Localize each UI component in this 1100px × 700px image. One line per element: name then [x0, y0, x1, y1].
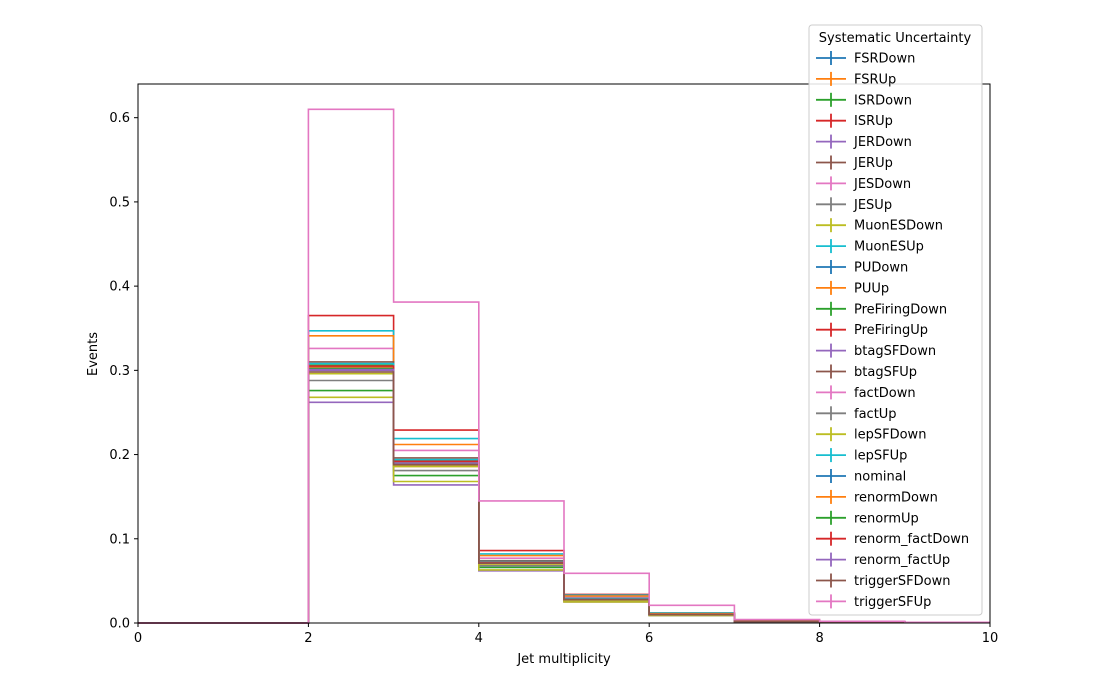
legend-label: nominal — [854, 470, 906, 485]
legend-item-factUp: factUp — [816, 406, 897, 422]
legend-item-renormUp: renormUp — [816, 510, 919, 526]
legend-item-FSRDown: FSRDown — [816, 51, 915, 67]
legend-item-lepSFDown: lepSFDown — [816, 427, 926, 443]
x-tick-label: 8 — [815, 631, 823, 646]
legend-item-JERDown: JERDown — [816, 134, 912, 150]
legend-label: lepSFDown — [854, 428, 926, 443]
legend-box — [808, 24, 983, 616]
x-tick-label: 2 — [304, 631, 312, 646]
y-tick-label: 0.0 — [109, 617, 130, 632]
legend-label: PreFiringUp — [854, 323, 928, 338]
legend-item-PreFiringUp: PreFiringUp — [816, 322, 928, 338]
legend-item-MuonESDown: MuonESDown — [816, 218, 943, 234]
legend-label: FSRUp — [854, 72, 896, 87]
legend-item-JESDown: JESDown — [816, 176, 911, 192]
legend-label: JERDown — [853, 135, 912, 150]
legend-item-JERUp: JERUp — [816, 155, 893, 171]
x-tick-label: 6 — [645, 631, 653, 646]
y-tick-label: 0.4 — [109, 280, 130, 295]
legend-item-JESUp: JESUp — [816, 197, 892, 213]
y-tick-label: 0.2 — [109, 448, 130, 463]
legend-label: ISRDown — [854, 93, 912, 108]
legend-label: FSRDown — [854, 52, 915, 67]
y-tick-label: 0.5 — [109, 195, 130, 210]
y-tick-label: 0.3 — [109, 364, 130, 379]
legend-label: PUDown — [854, 261, 908, 276]
legend-label: renormUp — [854, 511, 919, 526]
legend-item-btagSFDown: btagSFDown — [816, 343, 936, 359]
legend-label: MuonESDown — [854, 219, 943, 234]
x-axis-label: Jet multiplicity — [516, 652, 611, 667]
legend-item-triggerSFDown: triggerSFDown — [816, 573, 950, 589]
legend-label: renorm_factDown — [854, 532, 969, 547]
legend-label: triggerSFUp — [854, 595, 931, 610]
legend-label: ISRUp — [854, 114, 893, 129]
legend-item-btagSFUp: btagSFUp — [816, 364, 917, 380]
plot-frame — [137, 83, 991, 624]
legend-title: Systematic Uncertainty — [819, 31, 972, 46]
x-tick-label: 4 — [475, 631, 483, 646]
legend-label: JERUp — [853, 156, 893, 171]
legend-item-nominal: nominal — [816, 469, 906, 485]
x-tick-label: 0 — [134, 631, 142, 646]
legend-item-factDown: factDown — [816, 385, 916, 401]
legend-item-MuonESUp: MuonESUp — [816, 239, 924, 255]
legend-items: FSRDown FSRUp ISRDown ISRUp JERDown JERUp JESD… — [816, 51, 969, 610]
x-tick-label: 10 — [982, 631, 999, 646]
legend-item-PUUp: PUUp — [816, 280, 889, 296]
y-axis-label: Events — [86, 332, 101, 376]
x-axis-ticks: 0 2 4 6 8 10 — [134, 623, 998, 646]
legend-label: btagSFUp — [854, 365, 917, 380]
series-layer — [138, 108, 990, 624]
legend-item-PreFiringDown: PreFiringDown — [816, 301, 947, 317]
legend-label: lepSFUp — [854, 449, 907, 464]
legend-item-ISRUp: ISRUp — [816, 113, 893, 129]
legend-label: factUp — [854, 407, 897, 422]
legend-item-lepSFUp: lepSFUp — [816, 448, 907, 464]
legend-item-triggerSFUp: triggerSFUp — [816, 594, 931, 610]
legend-label: JESUp — [853, 198, 892, 213]
legend: Systematic Uncertainty FSRDown FSRUp ISRDo… — [808, 24, 983, 616]
legend-item-ISRDown: ISRDown — [816, 92, 912, 108]
legend-item-renormDown: renormDown — [816, 489, 938, 505]
legend-item-FSRUp: FSRUp — [816, 71, 896, 87]
legend-label: factDown — [854, 386, 916, 401]
legend-label: triggerSFDown — [854, 574, 950, 589]
legend-label: renorm_factUp — [854, 553, 950, 568]
legend-item-renorm_factDown: renorm_factDown — [816, 531, 969, 547]
series-line-triggerSFUp — [138, 108, 990, 624]
y-axis-ticks: 0.0 0.1 0.2 0.3 0.4 0.5 0.6 — [109, 111, 138, 632]
y-tick-label: 0.1 — [109, 532, 130, 547]
legend-label: btagSFDown — [854, 344, 936, 359]
legend-item-PUDown: PUDown — [816, 260, 908, 276]
y-tick-label: 0.6 — [109, 111, 130, 126]
legend-label: PUUp — [854, 281, 889, 296]
legend-label: PreFiringDown — [854, 302, 947, 317]
legend-label: JESDown — [853, 177, 911, 192]
legend-label: renormDown — [854, 490, 938, 505]
legend-item-renorm_factUp: renorm_factUp — [816, 552, 950, 568]
legend-label: MuonESUp — [854, 240, 924, 255]
